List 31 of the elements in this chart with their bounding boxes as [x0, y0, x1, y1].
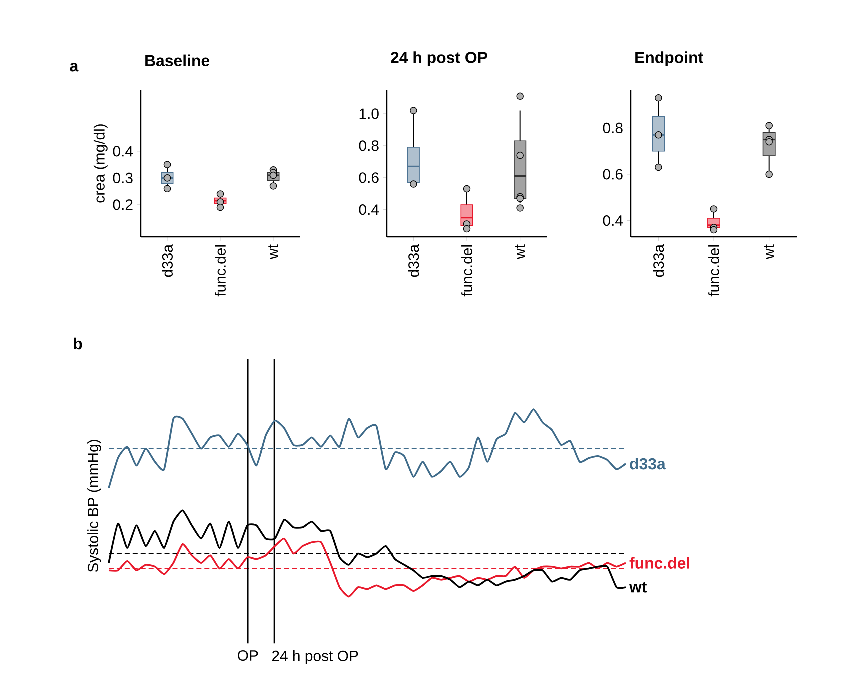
chart-title: Baseline: [146, 54, 210, 66]
x-tick-label: func.del: [708, 246, 720, 297]
y-tick-label: 0.4: [113, 146, 134, 157]
y-tick-label: 0.3: [113, 172, 133, 184]
y-axis-title: crea (mg/dl): [94, 124, 108, 203]
text: a: [70, 63, 79, 72]
chart-title: Endpoint: [636, 52, 704, 67]
y-tick-label: 0.2: [113, 200, 133, 210]
x-tick-label: wt: [764, 244, 774, 260]
series-label: wt: [629, 582, 648, 593]
x-tick-label: d33a: [653, 244, 664, 278]
x-tick-label: d33a: [408, 244, 420, 278]
y-tick-label: 0.8: [603, 122, 623, 134]
text: 24 h post OP: [272, 650, 358, 664]
series-label: d33a: [630, 458, 666, 470]
x-tick-label: func.del: [215, 246, 226, 297]
y-axis-title: Systolic BP (mmHg): [88, 440, 102, 572]
x-tick-label: wt: [268, 244, 278, 260]
chart-title: 24 h post OP: [391, 52, 488, 67]
x-tick-label: d33a: [162, 244, 173, 278]
y-tick-label: 1.0: [360, 108, 379, 120]
x-tick-label: func.del: [462, 246, 472, 297]
x-tick-label: wt: [515, 244, 526, 260]
series-label: func.del: [630, 557, 690, 569]
text: OP: [238, 650, 258, 662]
y-tick-label: 0.6: [603, 169, 623, 180]
y-tick-label: 0.8: [359, 140, 379, 152]
text: b: [74, 338, 82, 350]
y-tick-label: 0.4: [359, 204, 380, 216]
y-tick-label: 0.4: [603, 215, 624, 226]
y-tick-label: 0.6: [359, 172, 379, 184]
